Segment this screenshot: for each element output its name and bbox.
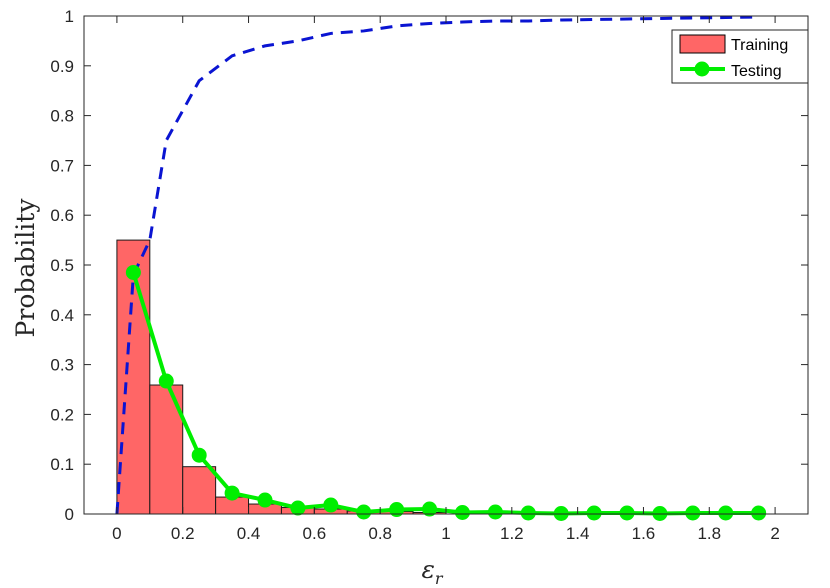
testing-point [520,505,536,521]
testing-point [257,492,273,508]
testing-point [422,501,438,517]
y-tick-label: 0.6 [50,206,74,225]
y-tick-label: 0.5 [50,256,74,275]
testing-point [454,505,470,521]
x-tick-label: 1.8 [697,524,721,543]
y-tick-label: 1 [65,7,74,26]
testing-point [323,497,339,513]
x-axis-label-main: ε [421,555,434,584]
legend-testing-label: Testing [731,63,782,80]
legend-training-label: Training [731,37,788,54]
axes [83,15,809,515]
x-tick-label: 0 [112,524,121,543]
testing-point [158,373,174,389]
x-tick-label: 1.6 [632,524,656,543]
x-axis-label-sub: r [435,569,444,588]
x-tick-label: 0.4 [237,524,261,543]
tick-labels: 0 0.2 0.4 0.6 0.8 1 1.2 1.4 1.6 1.8 2 0 0.1 0.2 0.3 0.4… [50,7,779,543]
testing-point [290,500,306,516]
testing-point [619,505,635,521]
testing-line [131,271,759,516]
testing-series [125,264,767,522]
legend-training-swatch [679,34,726,54]
training-bar [116,239,151,515]
testing-point [586,505,602,521]
x-axis-label: εr [421,555,443,588]
x-tick-label: 1.4 [566,524,590,543]
x-tick-label: 0.8 [368,524,392,543]
y-tick-label: 0.2 [50,405,74,424]
y-axis-label: Probability [11,198,40,338]
testing-point [751,505,767,521]
legend: Training Testing [671,29,809,84]
y-tick-label: 0.9 [50,57,74,76]
x-tick-label: 1.2 [500,524,524,543]
x-tick-label: 0.6 [303,524,327,543]
testing-point [685,505,701,521]
y-tick-label: 0.1 [50,455,74,474]
testing-point [191,447,207,463]
training-bar [182,466,217,515]
x-tick-label: 2 [770,524,779,543]
x-tick-label: 0.2 [171,524,195,543]
testing-point [356,504,372,520]
testing-point [224,485,240,501]
testing-point [718,505,734,521]
testing-point [487,504,503,520]
y-tick-label: 0.3 [50,356,74,375]
cdf-line [115,15,759,515]
y-tick-label: 0.4 [50,306,74,325]
y-tick-label: 0 [65,505,74,524]
cdf-series [115,15,759,515]
legend-testing-marker [694,61,710,77]
testing-point [389,502,405,518]
x-tick-label: 1 [441,524,450,543]
y-tick-label: 0.8 [50,107,74,126]
testing-point [125,264,141,280]
y-tick-label: 0.7 [50,156,74,175]
